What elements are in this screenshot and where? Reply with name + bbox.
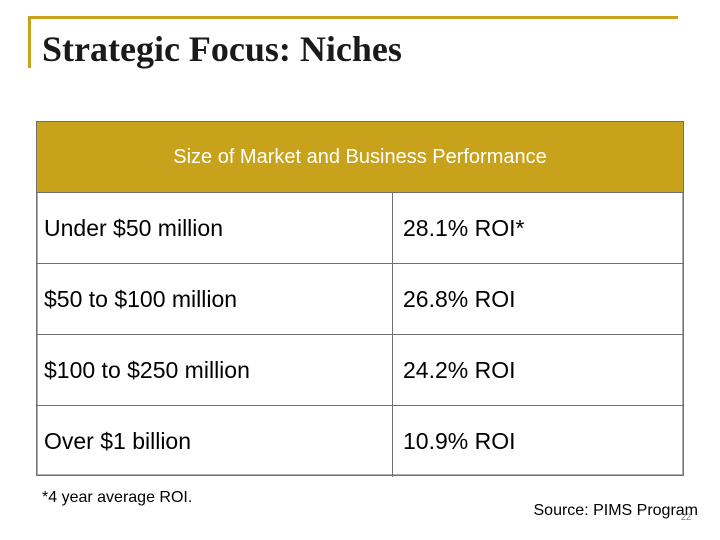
roi-cell: 10.9% ROI [403, 428, 516, 454]
table-row: Under $50 million 28.1% ROI* [37, 193, 683, 264]
table-header: Size of Market and Business Performance [37, 122, 683, 193]
table-row: Over $1 billion 10.9% ROI [37, 406, 683, 477]
title-frame-top-rule [28, 16, 678, 19]
table-row: $100 to $250 million 24.2% ROI [37, 335, 683, 406]
market-size-cell: Over $1 billion [37, 406, 393, 477]
market-size-cell: Under $50 million [37, 193, 393, 263]
roi-cell: 24.2% ROI [403, 356, 516, 383]
title-frame-left-rule [28, 16, 31, 68]
performance-table: Size of Market and Business Performance … [36, 121, 684, 477]
slide-title: Strategic Focus: Niches [42, 29, 402, 69]
roi-cell: 26.8% ROI [403, 285, 516, 312]
page-number: 22 [680, 512, 691, 522]
table-row: $50 to $100 million 26.8% ROI [37, 264, 683, 335]
roi-cell: 28.1% ROI* [403, 214, 525, 241]
source-citation: Source: PIMS Program [533, 502, 699, 519]
market-size-cell: $100 to $250 million [37, 335, 393, 405]
footnote: *4 year average ROI. [42, 489, 193, 506]
market-size-cell: $50 to $100 million [37, 264, 393, 334]
